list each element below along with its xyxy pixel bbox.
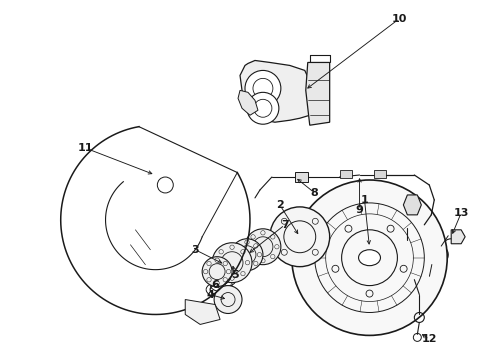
Polygon shape (240, 60, 315, 122)
Text: 10: 10 (392, 14, 407, 24)
Text: 11: 11 (78, 143, 94, 153)
Circle shape (292, 180, 447, 336)
Circle shape (245, 229, 281, 265)
Circle shape (231, 239, 263, 271)
Polygon shape (238, 90, 258, 115)
Circle shape (214, 285, 242, 314)
Text: 4: 4 (206, 289, 214, 300)
Polygon shape (374, 170, 387, 178)
Polygon shape (451, 230, 465, 244)
Circle shape (202, 257, 232, 287)
Text: 6: 6 (211, 280, 219, 289)
Circle shape (270, 207, 330, 267)
Polygon shape (295, 172, 308, 182)
Text: 2: 2 (276, 200, 284, 210)
Text: 3: 3 (192, 245, 199, 255)
Text: 9: 9 (356, 205, 364, 215)
Text: 13: 13 (453, 208, 469, 218)
Text: 12: 12 (421, 334, 437, 345)
Polygon shape (185, 300, 220, 324)
Circle shape (247, 92, 279, 124)
Polygon shape (340, 170, 352, 178)
Text: 5: 5 (231, 270, 239, 280)
Polygon shape (306, 62, 330, 125)
Text: 8: 8 (311, 188, 319, 198)
Circle shape (212, 243, 252, 283)
Text: 1: 1 (361, 195, 368, 205)
Text: 7: 7 (281, 220, 289, 230)
Ellipse shape (359, 250, 380, 266)
Polygon shape (403, 195, 421, 215)
Circle shape (245, 71, 281, 106)
